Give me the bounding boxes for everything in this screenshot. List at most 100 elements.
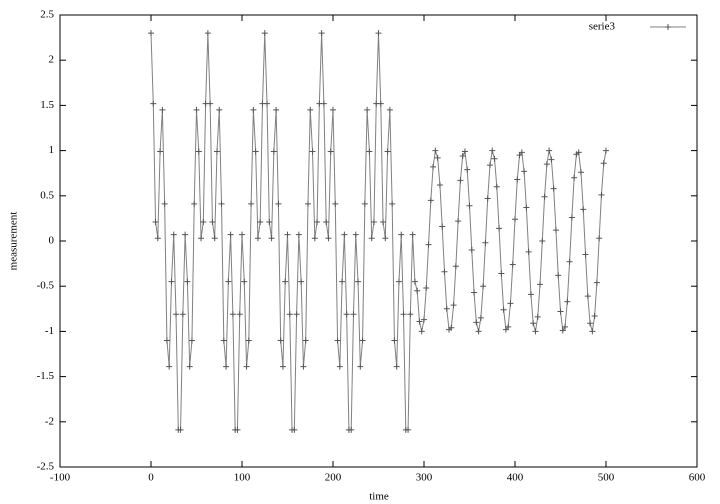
point-marker <box>543 161 550 168</box>
point-marker <box>393 363 400 370</box>
point-marker <box>546 147 553 154</box>
point-marker <box>198 235 205 242</box>
point-marker <box>250 106 257 113</box>
point-marker <box>282 278 289 285</box>
point-marker <box>227 231 234 238</box>
x-tick-label: 500 <box>598 472 615 484</box>
point-marker <box>534 313 541 320</box>
point-marker <box>589 328 596 335</box>
point-marker <box>348 426 355 433</box>
point-marker <box>596 235 603 242</box>
point-marker <box>320 100 327 107</box>
point-marker <box>598 191 605 198</box>
point-marker <box>575 149 582 156</box>
point-marker <box>464 166 471 173</box>
point-marker <box>450 302 457 309</box>
x-tick-label: 600 <box>689 472 706 484</box>
point-marker <box>416 318 423 325</box>
point-marker <box>448 324 455 331</box>
point-marker <box>484 195 491 202</box>
point-marker <box>568 214 575 221</box>
point-marker <box>377 100 384 107</box>
y-tick-label: -1.5 <box>37 370 55 382</box>
point-marker <box>455 218 462 225</box>
point-marker <box>521 168 528 175</box>
point-marker <box>243 363 250 370</box>
point-marker <box>514 176 521 183</box>
point-marker <box>482 239 489 246</box>
legend-swatch <box>665 24 671 30</box>
point-marker <box>179 311 186 318</box>
point-marker <box>220 337 227 344</box>
point-marker <box>427 197 434 204</box>
point-marker <box>188 337 195 344</box>
y-tick-label: -2.5 <box>37 461 55 473</box>
point-marker <box>252 148 259 155</box>
point-marker <box>223 363 230 370</box>
point-marker <box>234 426 241 433</box>
point-marker <box>318 30 325 37</box>
point-marker <box>562 323 569 330</box>
x-tick-label: 100 <box>234 472 251 484</box>
point-marker <box>439 223 446 230</box>
point-marker <box>555 272 562 279</box>
point-marker <box>186 363 193 370</box>
point-marker <box>343 311 350 318</box>
point-marker <box>357 363 364 370</box>
point-marker <box>498 270 505 277</box>
point-marker <box>355 278 362 285</box>
point-marker <box>211 235 218 242</box>
y-tick-label: 0.5 <box>40 189 54 201</box>
point-marker <box>537 281 544 288</box>
point-marker <box>361 200 368 207</box>
point-marker <box>461 148 468 155</box>
point-marker <box>368 235 375 242</box>
point-marker <box>284 231 291 238</box>
point-marker <box>225 278 232 285</box>
point-marker <box>248 200 255 207</box>
point-marker <box>298 278 305 285</box>
y-tick-label: -0.5 <box>37 280 55 292</box>
point-marker <box>391 337 398 344</box>
point-marker <box>386 106 393 113</box>
point-marker <box>195 148 202 155</box>
point-marker <box>411 278 418 285</box>
point-marker <box>571 174 578 181</box>
y-tick-label: -1 <box>45 325 54 337</box>
point-marker <box>270 148 277 155</box>
point-marker <box>207 100 214 107</box>
point-marker <box>257 219 264 226</box>
point-marker <box>593 279 600 286</box>
point-marker <box>166 363 173 370</box>
point-marker <box>512 216 518 223</box>
point-marker <box>307 106 314 113</box>
point-marker <box>177 426 184 433</box>
point-marker <box>216 106 223 113</box>
point-marker <box>603 147 609 154</box>
series-line <box>150 33 607 431</box>
point-marker <box>559 327 566 334</box>
point-marker <box>339 278 346 285</box>
point-marker <box>489 147 496 154</box>
point-marker <box>300 363 307 370</box>
point-marker <box>304 200 311 207</box>
point-marker <box>414 287 421 294</box>
point-marker <box>436 181 443 188</box>
point-marker <box>550 185 557 192</box>
point-marker <box>552 227 559 234</box>
point-marker <box>366 148 373 155</box>
y-tick-label: 1 <box>49 144 55 156</box>
point-marker <box>341 231 348 238</box>
point-marker <box>441 268 448 275</box>
point-marker <box>384 148 391 155</box>
point-marker <box>241 278 248 285</box>
point-marker <box>173 311 180 318</box>
point-marker <box>200 219 207 226</box>
x-tick-label: 300 <box>416 472 433 484</box>
point-marker <box>152 219 159 226</box>
point-marker <box>477 314 484 321</box>
point-marker <box>279 363 286 370</box>
y-tick-label: 2 <box>49 54 55 66</box>
x-axis-label: time <box>369 491 389 503</box>
point-marker <box>430 163 437 170</box>
